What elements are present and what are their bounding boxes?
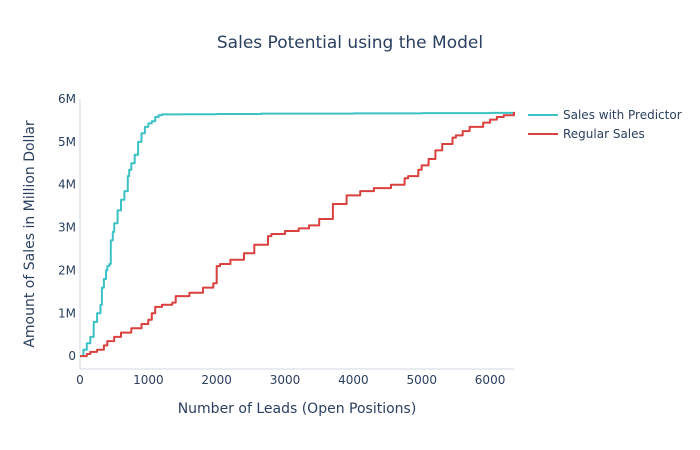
x-tick-label: 2000 (201, 373, 232, 387)
y-tick-label: 6M (58, 92, 76, 106)
y-ticks: 0 1M 2M 3M 4M 5M 6M (58, 92, 76, 363)
y-tick-label: 4M (58, 178, 76, 192)
x-tick-label: 3000 (270, 373, 301, 387)
y-tick-label: 1M (58, 306, 76, 320)
x-tick-label: 6000 (475, 373, 506, 387)
y-tick-label: 2M (58, 263, 76, 277)
x-tick-label: 4000 (338, 373, 369, 387)
x-tick-label: 5000 (406, 373, 437, 387)
x-tick-label: 1000 (133, 373, 164, 387)
legend-item[interactable]: Sales with Predictor (528, 108, 682, 122)
x-axis-title: Number of Leads (Open Positions) (178, 401, 417, 417)
legend-item[interactable]: Regular Sales (528, 127, 645, 141)
x-ticks: 0 1000 2000 3000 4000 5000 6000 (76, 373, 505, 387)
chart-title: Sales Potential using the Model (216, 33, 484, 53)
series-line-sales-with-predictor (80, 111, 515, 358)
y-axis-title: Amount of Sales in Million Dollar (22, 120, 38, 348)
legend: Sales with Predictor Regular Sales (528, 108, 682, 141)
x-tick-label: 0 (76, 373, 84, 387)
legend-label: Sales with Predictor (563, 108, 682, 122)
y-tick-label: 5M (58, 135, 76, 149)
legend-label: Regular Sales (563, 127, 645, 141)
series-layer (80, 111, 515, 358)
y-tick-label: 3M (58, 221, 76, 235)
series-line-regular-sales (80, 111, 515, 358)
y-tick-label: 0 (68, 349, 76, 363)
